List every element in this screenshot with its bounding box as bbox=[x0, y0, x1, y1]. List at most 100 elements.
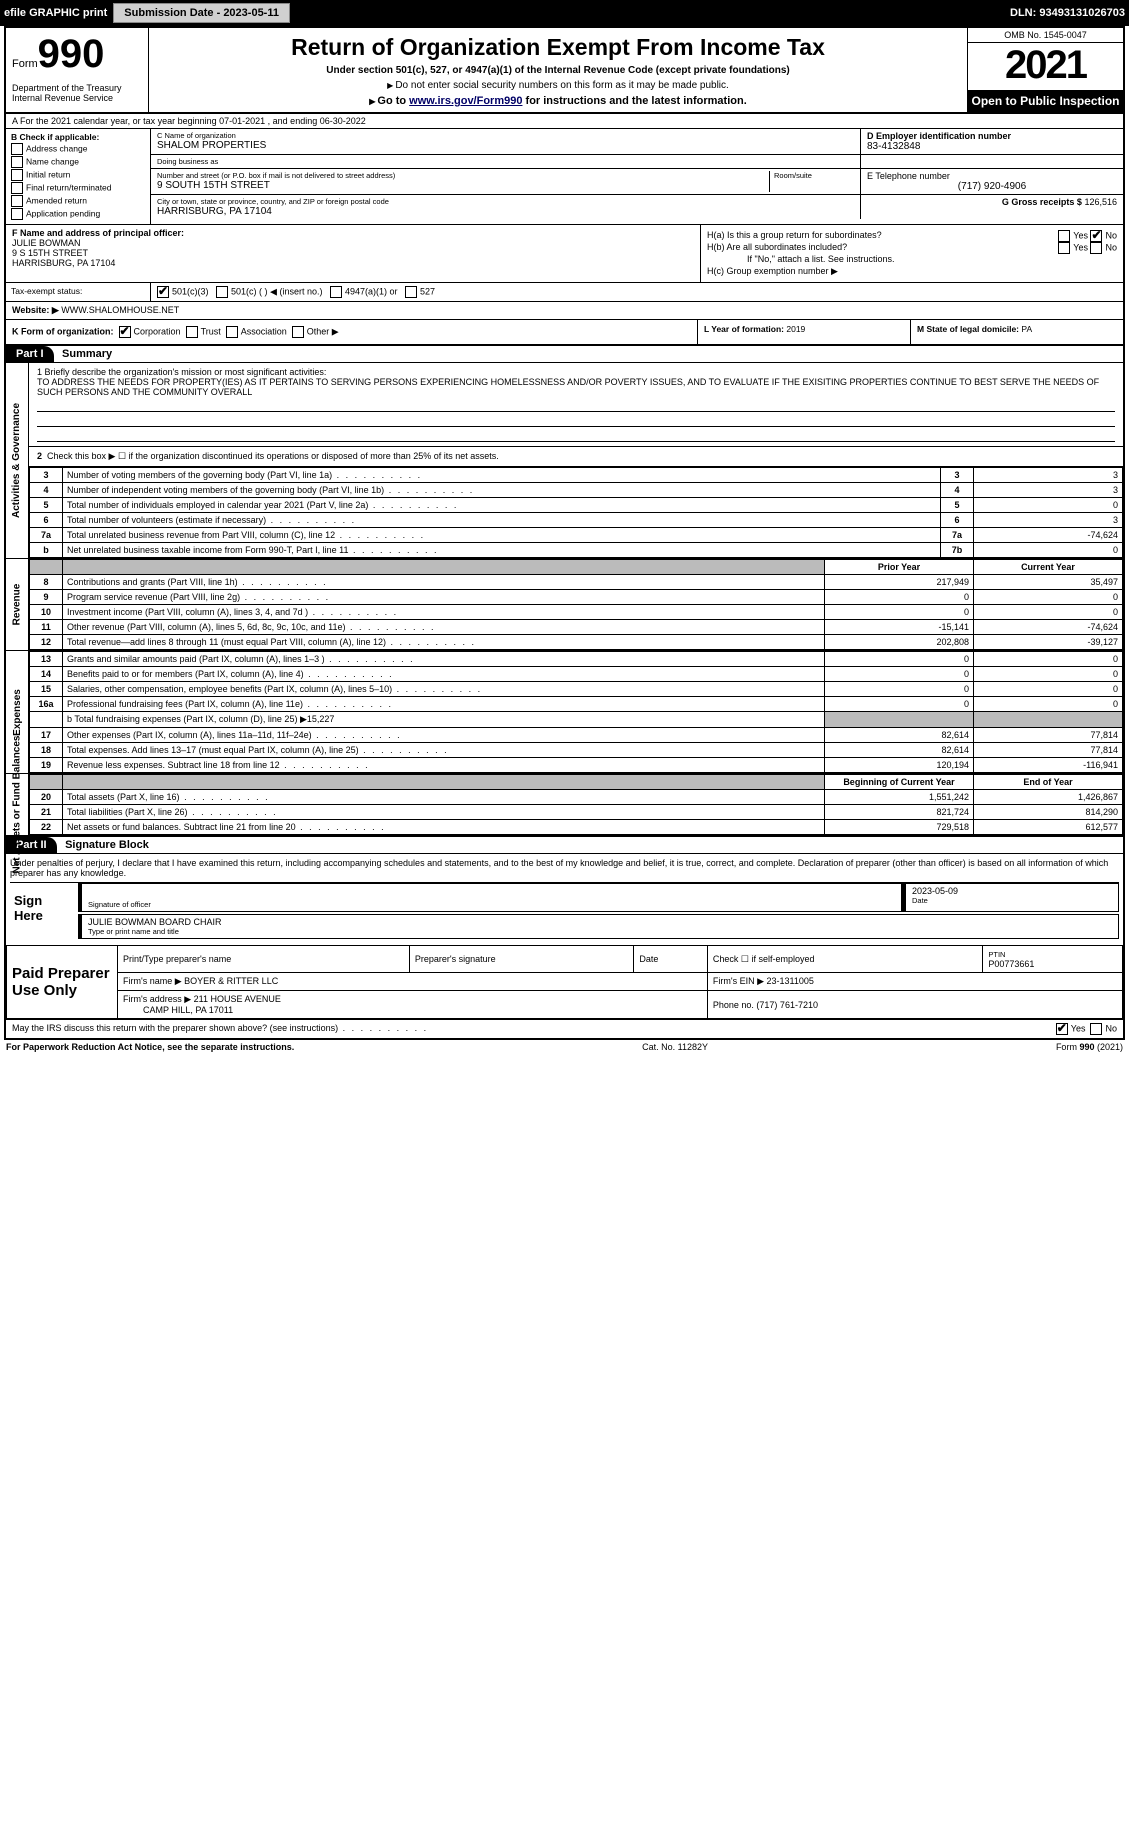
row-a-period: A For the 2021 calendar year, or tax yea… bbox=[6, 114, 1123, 129]
form-id-block: Form990 Department of the Treasury Inter… bbox=[6, 28, 149, 112]
c-name-label: C Name of organization bbox=[157, 131, 854, 140]
cb-name-change[interactable]: Name change bbox=[11, 156, 145, 168]
cb-other[interactable] bbox=[292, 326, 304, 338]
year-block: OMB No. 1545-0047 2021 Open to Public In… bbox=[967, 28, 1123, 112]
ha-yes[interactable] bbox=[1058, 230, 1070, 242]
sig-date: 2023-05-09 bbox=[912, 886, 1112, 896]
f-label: F Name and address of principal officer: bbox=[12, 228, 694, 238]
firm-addr-lbl: Firm's address ▶ bbox=[123, 994, 191, 1004]
footer: For Paperwork Reduction Act Notice, see … bbox=[0, 1040, 1129, 1054]
ein-value: 83-4132848 bbox=[867, 141, 1117, 152]
g-receipts-label: G Gross receipts $ bbox=[1002, 197, 1082, 207]
firm-ein: 23-1311005 bbox=[767, 976, 814, 986]
footer-right: Form 990 (2021) bbox=[1056, 1042, 1123, 1052]
f-officer-block: F Name and address of principal officer:… bbox=[6, 225, 701, 282]
dept-label: Department of the Treasury Internal Reve… bbox=[12, 83, 142, 103]
prep-sig-hdr: Preparer's signature bbox=[409, 946, 634, 973]
d-ein-label: D Employer identification number bbox=[867, 131, 1117, 141]
city-value: HARRISBURG, PA 17104 bbox=[157, 206, 854, 217]
hc-label: H(c) Group exemption number ▶ bbox=[707, 266, 1117, 277]
cb-501c[interactable] bbox=[216, 286, 228, 298]
hb-yes[interactable] bbox=[1058, 242, 1070, 254]
form-word: Form bbox=[12, 58, 38, 70]
paid-title: Paid Preparer Use Only bbox=[7, 946, 118, 1019]
omb-number: OMB No. 1545-0047 bbox=[968, 28, 1123, 43]
cb-initial-return[interactable]: Initial return bbox=[11, 169, 145, 181]
officer-addr1: 9 S 15TH STREET bbox=[12, 248, 694, 258]
m-label: M State of legal domicile: bbox=[917, 324, 1019, 334]
firm-addr1: 211 HOUSE AVENUE bbox=[194, 994, 281, 1004]
discuss-no[interactable] bbox=[1090, 1023, 1102, 1035]
goto-post: for instructions and the latest informat… bbox=[522, 95, 746, 107]
state-domicile: PA bbox=[1021, 324, 1032, 334]
subtitle-2: Do not enter social security numbers on … bbox=[395, 80, 728, 91]
part1-title: Summary bbox=[62, 348, 112, 360]
part1-tag: Part I bbox=[6, 346, 54, 362]
side-label-netassets: Net Assets or Fund Balances bbox=[6, 774, 29, 835]
gross-receipts: 126,516 bbox=[1084, 197, 1117, 207]
hb-no[interactable] bbox=[1090, 242, 1102, 254]
cb-amended[interactable]: Amended return bbox=[11, 195, 145, 207]
form-990: Form990 Department of the Treasury Inter… bbox=[4, 26, 1125, 1040]
prep-date-hdr: Date bbox=[634, 946, 707, 973]
tax-year: 2021 bbox=[968, 43, 1123, 88]
h-block: H(a) Is this a group return for subordin… bbox=[701, 225, 1123, 282]
sig-type-label: Type or print name and title bbox=[88, 927, 1112, 936]
irs-link[interactable]: www.irs.gov/Form990 bbox=[409, 95, 522, 107]
dba-label: Doing business as bbox=[157, 157, 854, 166]
footer-left: For Paperwork Reduction Act Notice, see … bbox=[6, 1042, 294, 1052]
org-name: SHALOM PROPERTIES bbox=[157, 140, 854, 151]
expenses-table: 13Grants and similar amounts paid (Part … bbox=[29, 651, 1123, 773]
street-value: 9 SOUTH 15TH STREET bbox=[157, 180, 769, 191]
footer-mid: Cat. No. 11282Y bbox=[642, 1042, 708, 1052]
phone-lbl: Phone no. bbox=[713, 1000, 754, 1010]
room-label: Room/suite bbox=[774, 171, 854, 180]
side-label-revenue: Revenue bbox=[6, 559, 29, 650]
i-options: 501(c)(3) 501(c) ( ) ◀ (insert no.) 4947… bbox=[151, 283, 1123, 301]
cb-527[interactable] bbox=[405, 286, 417, 298]
perjury-text: Under penalties of perjury, I declare th… bbox=[10, 858, 1119, 883]
firm-addr2: CAMP HILL, PA 17011 bbox=[143, 1005, 233, 1015]
cb-app-pending[interactable]: Application pending bbox=[11, 208, 145, 220]
officer-addr2: HARRISBURG, PA 17104 bbox=[12, 258, 694, 268]
line2-text: Check this box ▶ ☐ if the organization d… bbox=[47, 451, 499, 461]
hb-label: H(b) Are all subordinates included? bbox=[707, 242, 847, 252]
cb-final-return[interactable]: Final return/terminated bbox=[11, 182, 145, 194]
cb-4947[interactable] bbox=[330, 286, 342, 298]
side-label-governance: Activities & Governance bbox=[6, 363, 29, 558]
i-label: Tax-exempt status: bbox=[6, 283, 151, 301]
cb-501c3[interactable] bbox=[157, 286, 169, 298]
top-bar: efile GRAPHIC print Submission Date - 20… bbox=[0, 0, 1129, 26]
cb-trust[interactable] bbox=[186, 326, 198, 338]
subtitle-1: Under section 501(c), 527, or 4947(a)(1)… bbox=[157, 65, 959, 76]
paid-preparer-table: Paid Preparer Use Only Print/Type prepar… bbox=[6, 945, 1123, 1019]
cb-assoc[interactable] bbox=[226, 326, 238, 338]
inspection-label: Open to Public Inspection bbox=[968, 90, 1123, 112]
goto-pre: Go to bbox=[377, 95, 409, 107]
officer-sig-label: Signature of officer bbox=[88, 900, 895, 909]
col-b-checkboxes: B Check if applicable: Address change Na… bbox=[6, 129, 151, 224]
ptin-value: P00773661 bbox=[988, 959, 1034, 969]
form-title: Return of Organization Exempt From Incom… bbox=[157, 34, 959, 61]
e-phone-label: E Telephone number bbox=[867, 171, 1117, 181]
sig-name: JULIE BOWMAN BOARD CHAIR bbox=[88, 917, 1112, 927]
dln-label: DLN: 93493131026703 bbox=[1010, 7, 1125, 19]
ha-no[interactable] bbox=[1090, 230, 1102, 242]
city-label: City or town, state or province, country… bbox=[157, 197, 854, 206]
j-website-label: Website: ▶ bbox=[12, 305, 59, 315]
submission-date-button[interactable]: Submission Date - 2023-05-11 bbox=[113, 3, 290, 23]
mission-label: 1 Briefly describe the organization's mi… bbox=[37, 367, 1115, 377]
hb-note: If "No," attach a list. See instructions… bbox=[707, 254, 1117, 264]
firm-ein-lbl: Firm's EIN ▶ bbox=[713, 976, 764, 986]
efile-label: efile GRAPHIC print bbox=[4, 7, 107, 19]
website-value: WWW.SHALOMHOUSE.NET bbox=[61, 305, 179, 315]
officer-name: JULIE BOWMAN bbox=[12, 238, 694, 248]
street-label: Number and street (or P.O. box if mail i… bbox=[157, 171, 769, 180]
prep-phone: (717) 761-7210 bbox=[756, 1000, 818, 1010]
firm-name-lbl: Firm's name ▶ bbox=[123, 976, 182, 986]
revenue-table: Prior YearCurrent Year8Contributions and… bbox=[29, 559, 1123, 650]
discuss-yes[interactable] bbox=[1056, 1023, 1068, 1035]
prep-name-hdr: Print/Type preparer's name bbox=[118, 946, 410, 973]
cb-corp[interactable] bbox=[119, 326, 131, 338]
cb-address-change[interactable]: Address change bbox=[11, 143, 145, 155]
